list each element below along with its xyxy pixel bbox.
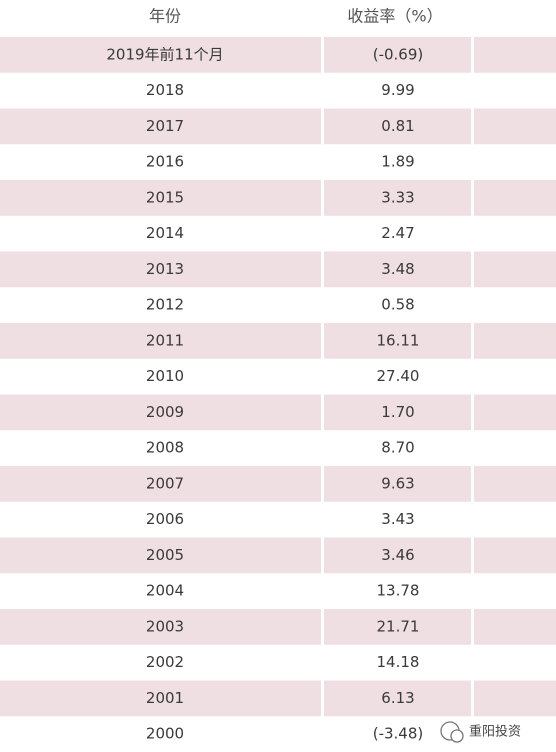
row-band <box>474 108 556 145</box>
year-cell: 2012 <box>146 296 184 314</box>
row-band <box>0 680 321 717</box>
year-cell: 2016 <box>146 153 184 171</box>
return-cell: 2.47 <box>381 224 414 242</box>
year-cell: 2018 <box>146 81 184 99</box>
row-band <box>474 466 556 502</box>
row-band <box>0 108 321 145</box>
row-band <box>324 466 471 502</box>
return-cell: 3.46 <box>381 546 414 564</box>
watermark-icon <box>450 729 464 743</box>
year-cell: 2019年前11个月 <box>106 45 223 63</box>
watermark-text: 重阳投资 <box>469 724 521 740</box>
return-cell: 6.13 <box>381 689 414 707</box>
return-cell: 14.18 <box>377 653 420 671</box>
year-cell: 2007 <box>146 474 184 492</box>
header-return: 收益率（%） <box>347 7 442 26</box>
return-cell: 16.11 <box>377 331 420 349</box>
year-cell: 2013 <box>146 260 184 278</box>
year-cell: 2014 <box>146 224 184 242</box>
row-band <box>324 394 471 431</box>
row-band <box>0 37 321 73</box>
year-cell: 2005 <box>146 546 184 564</box>
year-cell: 2004 <box>146 582 184 600</box>
return-cell: (-0.69) <box>373 45 424 63</box>
row-band <box>324 609 471 645</box>
return-cell: 0.58 <box>381 296 414 314</box>
year-cell: 2003 <box>146 617 184 635</box>
row-band <box>0 394 321 431</box>
header-year: 年份 <box>149 7 181 26</box>
year-cell: 2011 <box>146 331 184 349</box>
row-band <box>474 680 556 717</box>
row-band <box>324 537 471 574</box>
return-cell: 3.48 <box>381 260 414 278</box>
return-cell: 9.63 <box>381 474 414 492</box>
year-cell: 2015 <box>146 188 184 206</box>
return-cell: 8.70 <box>381 439 414 457</box>
row-band <box>0 609 321 645</box>
return-cell: 3.33 <box>381 188 414 206</box>
row-band <box>474 323 556 359</box>
watermark: 重阳投资 <box>440 721 521 743</box>
row-band <box>0 537 321 574</box>
year-cell: 2008 <box>146 439 184 457</box>
row-band <box>0 466 321 502</box>
return-cell: 0.81 <box>381 117 414 135</box>
row-band <box>0 251 321 288</box>
row-band <box>324 37 471 73</box>
row-band <box>474 537 556 574</box>
return-cell: 27.40 <box>377 367 420 385</box>
row-band <box>324 680 471 717</box>
year-cell: 2006 <box>146 510 184 528</box>
row-band <box>0 323 321 359</box>
row-band <box>324 251 471 288</box>
return-cell: 21.71 <box>377 617 420 635</box>
year-cell: 2001 <box>146 689 184 707</box>
row-band <box>474 37 556 73</box>
row-band <box>324 323 471 359</box>
row-band <box>324 180 471 216</box>
return-cell: 13.78 <box>377 582 420 600</box>
row-band <box>474 609 556 645</box>
return-cell: 1.89 <box>381 153 414 171</box>
row-band <box>0 180 321 216</box>
row-band <box>474 251 556 288</box>
row-band <box>474 394 556 431</box>
year-cell: 2010 <box>146 367 184 385</box>
year-cell: 2000 <box>146 725 184 743</box>
row-band <box>474 180 556 216</box>
year-cell: 2002 <box>146 653 184 671</box>
return-cell: 9.99 <box>381 81 414 99</box>
return-cell: 1.70 <box>381 403 414 421</box>
row-band <box>324 108 471 145</box>
return-cell: 3.43 <box>381 510 414 528</box>
return-cell: (-3.48) <box>373 725 424 743</box>
year-cell: 2009 <box>146 403 184 421</box>
year-cell: 2017 <box>146 117 184 135</box>
